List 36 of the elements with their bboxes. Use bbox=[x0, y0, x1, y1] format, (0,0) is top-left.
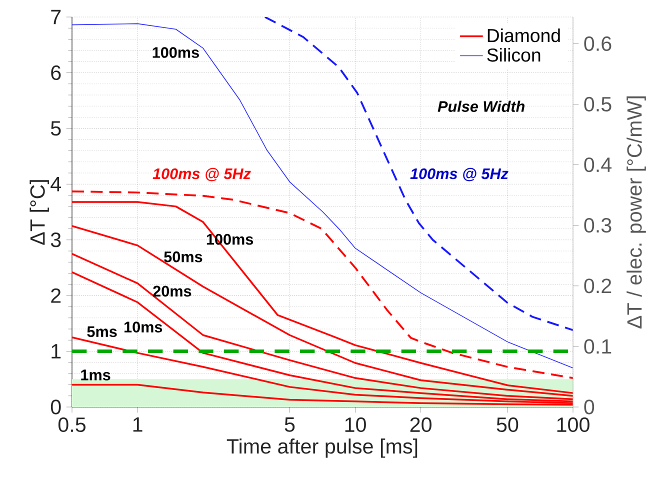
y-tick-label: 1 bbox=[52, 344, 61, 358]
y2-tick-label: 0 bbox=[584, 400, 594, 414]
x-tick-label: 0.5 bbox=[58, 417, 86, 432]
annotation: 20ms bbox=[153, 286, 192, 297]
y2-tick-label: 0.6 bbox=[584, 36, 612, 51]
annotation: Pulse Width bbox=[438, 100, 525, 112]
y2-axis-title: ΔT / elec. power [°C/mW] bbox=[626, 96, 646, 328]
y-tick-label: 0 bbox=[50, 400, 61, 414]
annotation: 50ms bbox=[164, 251, 202, 262]
y-tick-label: 7 bbox=[51, 10, 61, 24]
y2-tick-label: 0.5 bbox=[584, 96, 612, 112]
annotation: 5ms bbox=[87, 326, 117, 338]
annotation: 1ms bbox=[81, 370, 110, 380]
annotation: 100ms @ 5Hz bbox=[410, 168, 508, 182]
annotation: 10ms bbox=[124, 322, 162, 332]
legend-label: Silicon bbox=[487, 48, 540, 62]
annotation: 100ms bbox=[152, 47, 199, 58]
y2-tick-label: 0.4 bbox=[584, 157, 612, 172]
y-tick-label: 2 bbox=[51, 288, 61, 303]
x-tick-label: 5 bbox=[284, 417, 295, 432]
x-tick-label: 10 bbox=[345, 417, 366, 432]
y-tick-label: 4 bbox=[50, 177, 62, 192]
x-tick-label: 100 bbox=[557, 417, 590, 432]
annotation: 100ms @ 5Hz bbox=[152, 168, 251, 182]
y-tick-label: 6 bbox=[51, 65, 61, 80]
x-tick-label: 20 bbox=[410, 417, 432, 432]
y-tick-label: 3 bbox=[50, 232, 61, 248]
y2-tick-label: 0.2 bbox=[584, 278, 612, 294]
y2-tick-label: 0.3 bbox=[584, 218, 612, 233]
x-tick-label: 1 bbox=[133, 417, 142, 432]
y2-tick-label: 0.1 bbox=[584, 339, 612, 354]
x-axis-title: Time after pulse [ms] bbox=[226, 438, 418, 458]
legend-label: Diamond bbox=[488, 28, 560, 42]
x-tick-label: 50 bbox=[496, 417, 518, 432]
y-tick-label: 5 bbox=[50, 121, 61, 136]
y-axis-title: ΔT [°C] bbox=[30, 180, 49, 245]
